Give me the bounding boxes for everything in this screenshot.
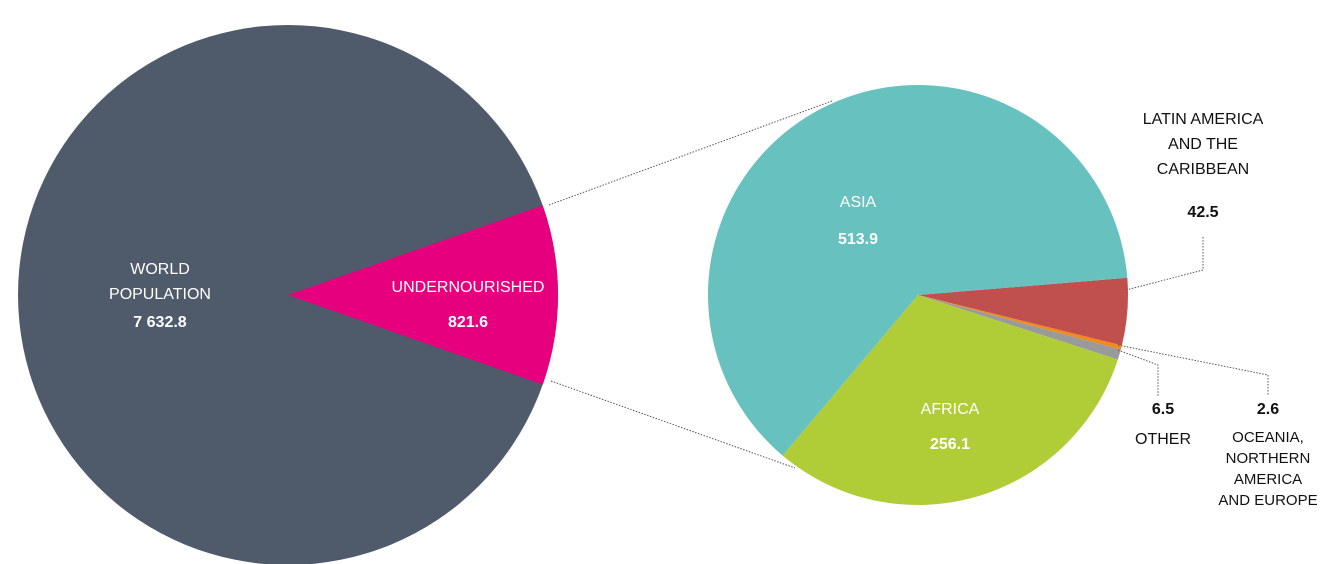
slice-label: OTHER — [1135, 431, 1191, 448]
leader-line — [1117, 349, 1159, 396]
value-label: 2.6 — [1256, 401, 1280, 418]
leader-line — [1125, 237, 1204, 291]
pie-slice — [918, 295, 1121, 360]
slice-label: ASIA — [839, 194, 877, 211]
value-label: 7 632.8 — [133, 314, 187, 331]
pie-slice — [918, 277, 1128, 346]
leader-line — [1117, 344, 1269, 396]
connector — [550, 380, 796, 469]
slice-label: UNDERNOURISHED — [391, 279, 545, 296]
pie-slice — [918, 295, 1122, 350]
connector — [548, 100, 833, 206]
value-label: 513.9 — [837, 231, 879, 248]
slice-label: WORLD POPULATION — [109, 261, 211, 303]
pie-whole — [18, 25, 558, 564]
pie-slice — [707, 84, 1128, 456]
value-label: 42.5 — [1187, 204, 1219, 221]
value-label: 6.5 — [1151, 401, 1175, 418]
pie-slice — [782, 295, 1118, 506]
slice-label: AFRICA — [920, 401, 980, 418]
pie-slice — [288, 205, 558, 385]
slice-label: LATIN AMERICA AND THE CARIBBEAN — [1142, 111, 1264, 178]
slice-label: OCEANIA, NORTHERN AMERICA AND EUROPE — [1218, 429, 1318, 509]
value-label: 256.1 — [929, 436, 971, 453]
value-label: 821.6 — [447, 314, 489, 331]
